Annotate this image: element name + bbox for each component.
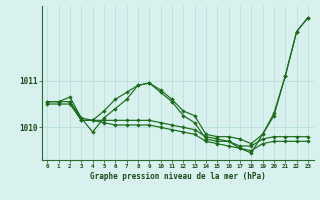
X-axis label: Graphe pression niveau de la mer (hPa): Graphe pression niveau de la mer (hPa)	[90, 172, 266, 181]
